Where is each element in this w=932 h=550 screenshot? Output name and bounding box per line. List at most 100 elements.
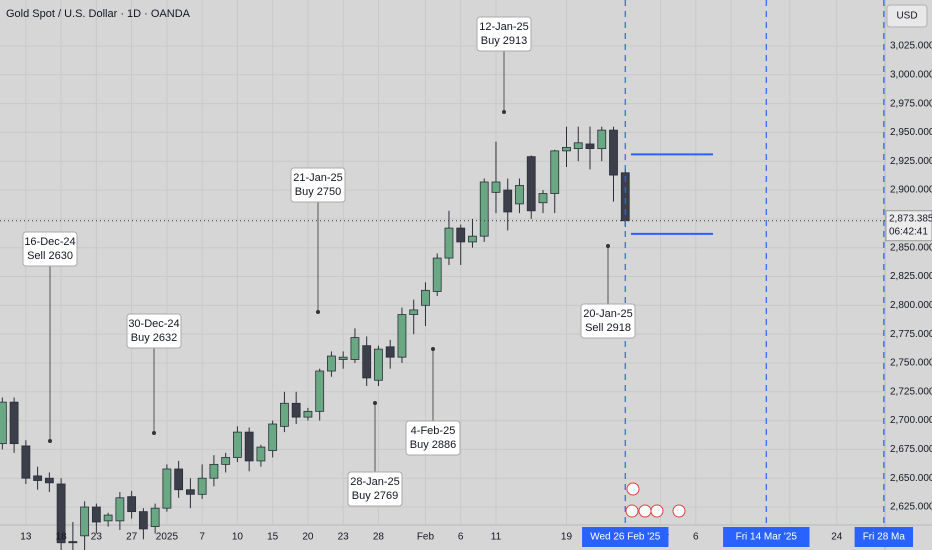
candle-body	[150, 507, 160, 528]
event-label: Fri 28 Ma	[863, 532, 906, 543]
x-tick-label: 20	[302, 532, 314, 543]
candle-body	[291, 402, 301, 418]
countdown: 06:42:41	[889, 226, 928, 237]
annotation-date: 30-Dec-24	[128, 318, 179, 330]
candle-body	[91, 506, 101, 523]
annotation-box[interactable]	[22, 231, 78, 267]
annotation-box[interactable]	[347, 471, 403, 507]
candle-body	[268, 423, 278, 451]
event-icon[interactable]	[638, 504, 652, 518]
y-tick-label: 2,975.000	[890, 98, 932, 109]
candle-body	[197, 477, 207, 495]
x-tick-label: Feb	[417, 532, 435, 543]
currency[interactable]: USD	[896, 11, 917, 22]
candle-body	[491, 181, 501, 193]
y-tick-label: 2,700.000	[890, 415, 932, 426]
chart-title: Gold Spot / U.S. Dollar · 1D · OANDA	[6, 8, 191, 20]
candle-body	[421, 289, 430, 306]
x-tick-label: 27	[126, 532, 138, 543]
candle-body	[115, 497, 125, 522]
candle-body	[162, 468, 172, 509]
last-price-box	[885, 210, 932, 242]
candle-body	[280, 402, 289, 427]
candle-body	[350, 337, 360, 360]
annotation-box[interactable]	[126, 313, 182, 349]
candle-body	[33, 475, 43, 481]
candle-body	[80, 506, 90, 537]
candle-body	[303, 410, 313, 418]
annotation-box[interactable]	[476, 16, 532, 52]
event-label-box	[582, 527, 669, 547]
annotation-date: 21-Jan-25	[293, 172, 343, 184]
annotation-dot	[48, 439, 52, 443]
candle-body	[444, 227, 454, 259]
candle-body	[374, 348, 383, 381]
candle-body	[315, 370, 325, 412]
y-tick-label: 2,925.000	[890, 156, 932, 167]
candle-body	[233, 431, 242, 458]
y-tick-label: 2,725.000	[890, 386, 932, 397]
annotation-box[interactable]	[405, 420, 461, 456]
x-tick-label: 13	[20, 532, 32, 543]
candle-body	[385, 346, 395, 358]
annotation-dot	[606, 244, 610, 248]
candle-body	[409, 309, 419, 315]
y-tick-label: 2,825.000	[890, 271, 932, 282]
annotation-date: 12-Jan-25	[479, 21, 529, 33]
event-icon[interactable]	[626, 482, 640, 496]
candle-body	[138, 511, 148, 530]
candle-body	[362, 345, 372, 379]
candle-body	[185, 489, 195, 495]
candle-body	[244, 431, 254, 462]
currency-box[interactable]	[886, 4, 928, 28]
annotation-box[interactable]	[290, 167, 346, 203]
candle-body	[585, 143, 595, 149]
y-tick-label: 3,025.000	[890, 41, 932, 52]
y-tick-label: 2,750.000	[890, 358, 932, 369]
candle-body	[21, 445, 31, 479]
y-tick-label: 2,625.000	[890, 502, 932, 513]
annotation-text: Buy 2632	[131, 332, 177, 344]
annotation-dot	[431, 347, 435, 351]
x-tick-label: 11	[491, 532, 502, 543]
x-tick-label: 18	[56, 532, 68, 543]
annotation-text: Buy 2886	[410, 439, 456, 451]
event-label-box	[854, 527, 914, 547]
annotation-date: 16-Dec-24	[24, 236, 75, 248]
plot: 16-Dec-24 Sell 2630 30-Dec-24 Buy 2632 21-Ja…	[0, 0, 885, 550]
candle-body	[515, 185, 524, 205]
x-tick-label: 23	[338, 532, 350, 543]
candle-body	[256, 446, 266, 462]
candle-body	[609, 129, 618, 176]
x-tick-label: 2025	[156, 532, 179, 543]
event-icons	[625, 482, 686, 518]
candle-body	[209, 463, 219, 479]
annotation-date: 28-Jan-25	[350, 476, 400, 488]
candle-body	[550, 150, 560, 194]
annotation-date: 20-Jan-25	[583, 308, 633, 320]
annotation-text: Buy 2750	[295, 186, 341, 198]
event-icon[interactable]	[650, 504, 664, 518]
candle-body	[127, 496, 137, 513]
x-tick-label: 6	[693, 532, 699, 543]
event-icon[interactable]	[672, 504, 686, 518]
y-tick-label: 3,000.000	[890, 69, 932, 80]
x-tick-label: 7	[199, 532, 205, 543]
y-tick-label: 2,800.000	[890, 300, 932, 311]
last-price-label: 2,873.385	[889, 213, 932, 224]
y-tick-label: 2,775.000	[890, 329, 932, 340]
candle-body	[479, 181, 489, 237]
event-icon[interactable]	[625, 504, 639, 518]
event-label-box	[723, 527, 810, 547]
x-tick-label: 28	[373, 532, 385, 543]
candle-body	[327, 355, 336, 372]
candle-body	[573, 142, 583, 149]
annotation-dot	[373, 401, 377, 405]
x-tick-label: 6	[458, 532, 464, 543]
candle-body	[9, 401, 19, 445]
candle-body	[432, 257, 442, 292]
annotation-box[interactable]	[580, 303, 636, 339]
x-tick-label: 10	[232, 532, 244, 543]
